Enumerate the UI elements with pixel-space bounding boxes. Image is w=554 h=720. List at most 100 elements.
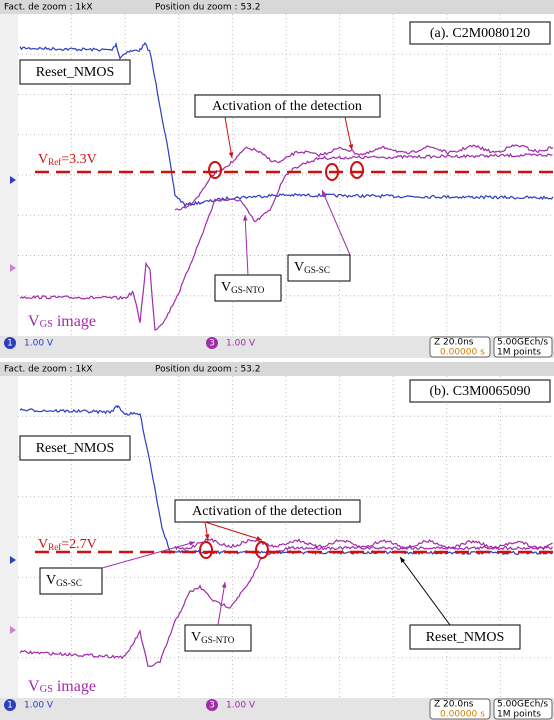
vgs-nto-label: VGS-NTO [191,630,235,645]
ch1-marker [10,176,16,184]
sample-rate: 5.00GEch/s [497,338,548,348]
ch1-badge [4,699,16,711]
vref-label-sub: Ref [48,542,62,552]
top-bar [0,362,554,376]
device-box [409,21,551,45]
vgs-nto-label-sub: GS-NTO [231,285,265,295]
arrow [344,116,353,151]
zoom-factor: Fact. de zoom : 1kX [4,365,93,375]
ch3-scale: 1.00 V [226,701,256,711]
top-bar [0,0,554,14]
detection-circle [255,541,269,559]
vgs-sc-label-symbol: V [46,573,56,588]
points: 1M points [497,710,541,720]
ch1-badge [4,337,16,349]
activation-label: Activation of the detection [192,504,342,519]
arrow [224,116,233,159]
vgs-image-label-rest: image [53,678,96,695]
arrow [217,581,226,626]
reset-label: Reset_NMOS [36,441,115,456]
timebase-box [429,336,491,358]
waveform [19,404,553,556]
ch1-scale: 1.00 V [24,339,54,349]
ch3-number: 3 [209,701,215,711]
timebase: Z 20.0ns [434,700,474,710]
vref-label-symbol: V [38,537,48,552]
activation-box [174,499,361,523]
reset-label: Reset_NMOS [36,65,115,80]
reset-box [19,435,131,461]
arrow-head [256,536,262,541]
ch3-scale: 1.00 V [226,339,256,349]
reset-label: Reset_NMOS [426,630,505,645]
waveform [174,144,554,211]
vgs-image-label-symbol: V [28,678,40,695]
reset-box [19,59,131,85]
vref-label-symbol: V [38,152,48,167]
zoom-factor: Fact. de zoom : 1kX [4,3,93,13]
arrow-head [204,534,210,540]
waveform [19,545,554,667]
ch3-number: 3 [209,339,215,349]
vgs-image-label: VGS image [28,313,96,331]
ch3-badge [206,699,218,711]
delay: 0.00000 s [440,348,485,358]
vref-label-rest: =2.7V [61,537,97,552]
ch1-marker [10,556,16,564]
vgs-image-label: VGS image [28,678,96,696]
vgs-sc-label: VGS-SC [46,573,82,588]
vgs-nto-label-sub: GS-NTO [201,635,235,645]
vgs-image-label-symbol: V [28,313,40,330]
vgs-sc-box [39,567,103,595]
vgs-nto-label-symbol: V [191,630,201,645]
left-gutter [0,376,18,698]
arrow [244,214,249,276]
arrow-head [400,557,406,563]
status-bar [0,698,554,720]
detection-circle [350,161,364,179]
left-gutter [0,14,18,336]
vgs-nto-box [184,624,252,652]
ch3-badge [206,337,218,349]
vgs-sc-box [287,254,351,282]
arrow-head [189,541,195,546]
vgs-nto-box [214,274,282,302]
vref-label-rest: =3.3V [61,152,97,167]
device-label: (b). C3M0065090 [429,384,530,399]
ch1-number: 1 [7,701,13,711]
detection-circle [325,163,339,181]
zoom-position: Position du zoom : 53.2 [155,3,260,13]
arrow [321,189,351,256]
vgs-sc-label-symbol: V [294,260,304,275]
arrow [204,521,263,541]
waveform [19,152,553,331]
arrow-head [228,152,234,158]
delay: 0.00000 s [440,710,485,720]
ch3-marker [10,626,16,634]
arrow [101,541,196,569]
activation-box [194,94,381,118]
device-label: (a). C2M0080120 [430,26,530,41]
acq-box [493,336,553,358]
ch1-number: 1 [7,339,13,349]
vgs-sc-label-sub: GS-SC [304,265,330,275]
arrow-head [221,582,227,588]
vref-label-sub: Ref [48,157,62,167]
timebase: Z 20.0ns [434,338,474,348]
arrow-head [322,190,327,196]
vgs-nto-label: VGS-NTO [221,280,265,295]
waveform [19,41,554,208]
vref-label: VRef=3.3V [38,152,97,167]
vgs-sc-label-sub: GS-SC [56,578,82,588]
activation-label: Activation of the detection [212,99,362,114]
arrow-head [242,215,248,221]
acq-box [493,698,553,720]
ch3-marker [10,264,16,272]
vgs-sc-label: VGS-SC [294,260,330,275]
timebase-box [429,698,491,720]
status-bar [0,336,554,358]
vref-label: VRef=2.7V [38,537,97,552]
vgs-image-label-sub: GS [40,684,54,695]
waveform [174,537,553,551]
